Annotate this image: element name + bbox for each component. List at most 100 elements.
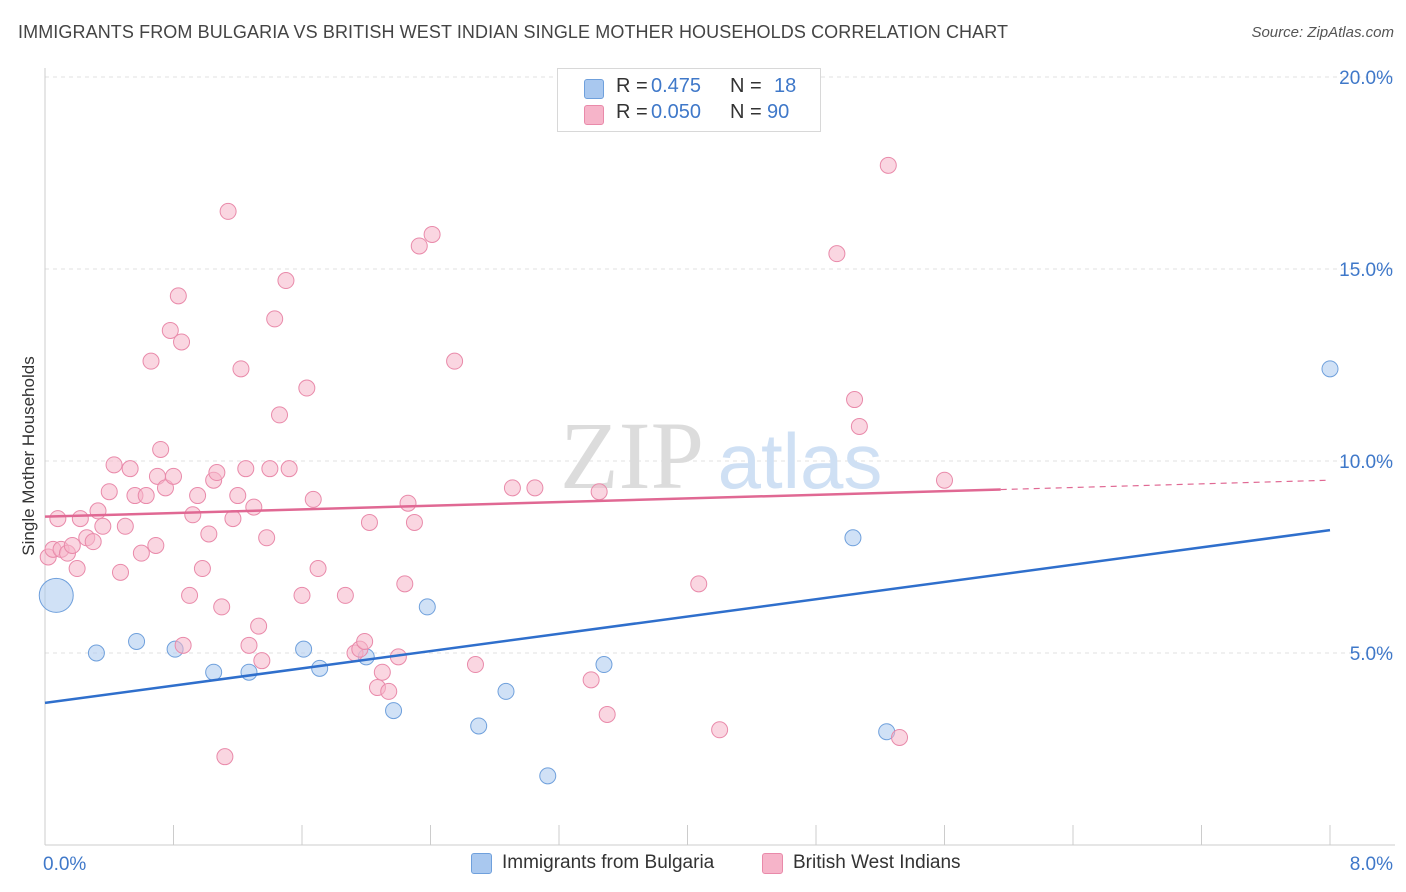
trend-line-bulgaria [44,528,1331,705]
point-british-west-indian [142,352,160,370]
legend-n-label: N = [730,75,762,97]
legend-r-value: 0.475 [651,75,702,97]
point-british-west-indian [111,563,129,581]
point-british-west-indian [253,652,271,670]
x-tick-label: 0.0% [43,854,86,875]
point-british-west-indian [152,440,170,458]
point-british-west-indian [121,460,139,478]
legend-box: R = 0.475 N = 18 R = 0.050 N = 90 [557,68,821,132]
point-bulgaria [87,644,105,662]
point-british-west-indian [208,464,226,482]
point-british-west-indian [373,663,391,681]
point-british-west-indian [503,479,521,497]
chart-title: IMMIGRANTS FROM BULGARIA VS BRITISH WEST… [18,22,1009,42]
trend-line-extension [1000,479,1331,491]
point-british-west-indian [216,748,234,766]
point-british-west-indian [466,656,484,674]
point-british-west-indian [298,379,316,397]
point-british-west-indian [173,333,191,351]
point-british-west-indian [161,321,179,339]
point-british-west-indian [293,586,311,604]
point-british-west-indian [258,529,276,547]
point-british-west-indian [846,391,864,409]
y-tick-label: 5.0% [1350,644,1393,665]
point-british-west-indian [181,586,199,604]
point-british-west-indian [261,460,279,478]
legend-swatch-bulgaria [584,79,604,99]
point-british-west-indian [271,406,289,424]
point-bulgaria [595,656,613,674]
legend-n-label: N = [730,101,762,123]
tick-labels: 5.0% 10.0% 15.0% 20.0% 0.0% 8.0% [43,68,1393,875]
bottom-legend-swatch-bulgaria [471,853,492,874]
point-british-west-indian [71,510,89,528]
point-british-west-indian [309,560,327,578]
legend-r-value: 0.050 [651,101,702,123]
x-tick-label: 8.0% [1350,854,1393,875]
point-british-west-indian [200,525,218,543]
legend-r-label: R = [616,101,648,123]
point-british-west-indian [405,513,423,531]
point-british-west-indian [237,460,255,478]
point-british-west-indian [304,490,322,508]
point-british-west-indian [229,487,247,505]
trend-line-british-west-indian [44,488,1001,518]
bottom-legend-swatch-bwi [762,853,783,874]
point-british-west-indian [336,586,354,604]
point-british-west-indian [63,536,81,554]
point-british-west-indian [396,575,414,593]
y-tick-label: 15.0% [1339,260,1393,281]
point-british-west-indian [410,237,428,255]
point-bulgaria [1321,360,1339,378]
point-bulgaria [311,659,329,677]
point-british-west-indian [84,533,102,551]
point-british-west-indian [100,483,118,501]
point-bulgaria [844,529,862,547]
point-british-west-indian [250,617,268,635]
point-british-west-indian [165,467,182,485]
point-british-west-indian [690,575,708,593]
point-british-west-indian [184,506,202,524]
point-bulgaria [470,717,488,735]
point-british-west-indian [423,225,441,243]
bottom-legend-label: British West Indians [793,852,961,873]
point-british-west-indian [879,156,897,174]
point-british-west-indian [936,471,953,489]
point-british-west-indian [590,483,608,501]
point-british-west-indian [711,721,729,739]
point-british-west-indian [213,598,231,616]
point-british-west-indian [105,456,123,474]
legend-swatch-bwi [584,105,604,125]
point-bulgaria [295,640,313,658]
point-british-west-indian [356,632,374,650]
point-british-west-indian [360,513,378,531]
point-bulgaria [128,632,146,650]
point-british-west-indian [240,636,258,654]
point-bulgaria [205,663,223,681]
trend-lines [44,479,1331,705]
point-british-west-indian [582,671,600,689]
point-british-west-indian [132,544,150,562]
point-british-west-indian [850,417,868,435]
point-british-west-indian [277,272,295,290]
y-tick-label: 20.0% [1339,68,1393,89]
point-british-west-indian [232,360,250,378]
legend-n-value: 90 [767,101,790,123]
point-british-west-indian [219,202,237,220]
axes [44,68,1395,846]
point-british-west-indian [174,636,192,654]
point-british-west-indian [380,682,398,700]
point-british-west-indian [49,510,67,528]
source-label: Source: ZipAtlas.com [1251,24,1394,41]
point-british-west-indian [526,479,544,497]
point-british-west-indian [598,705,616,723]
point-bulgaria [240,663,258,681]
point-british-west-indian [147,536,165,554]
point-british-west-indian [399,494,417,512]
point-british-west-indian [193,560,211,578]
point-british-west-indian [94,517,112,535]
legend-r-label: R = [616,75,648,97]
point-british-west-indian [137,487,155,505]
point-british-west-indian [68,560,86,578]
point-bulgaria [38,577,74,613]
